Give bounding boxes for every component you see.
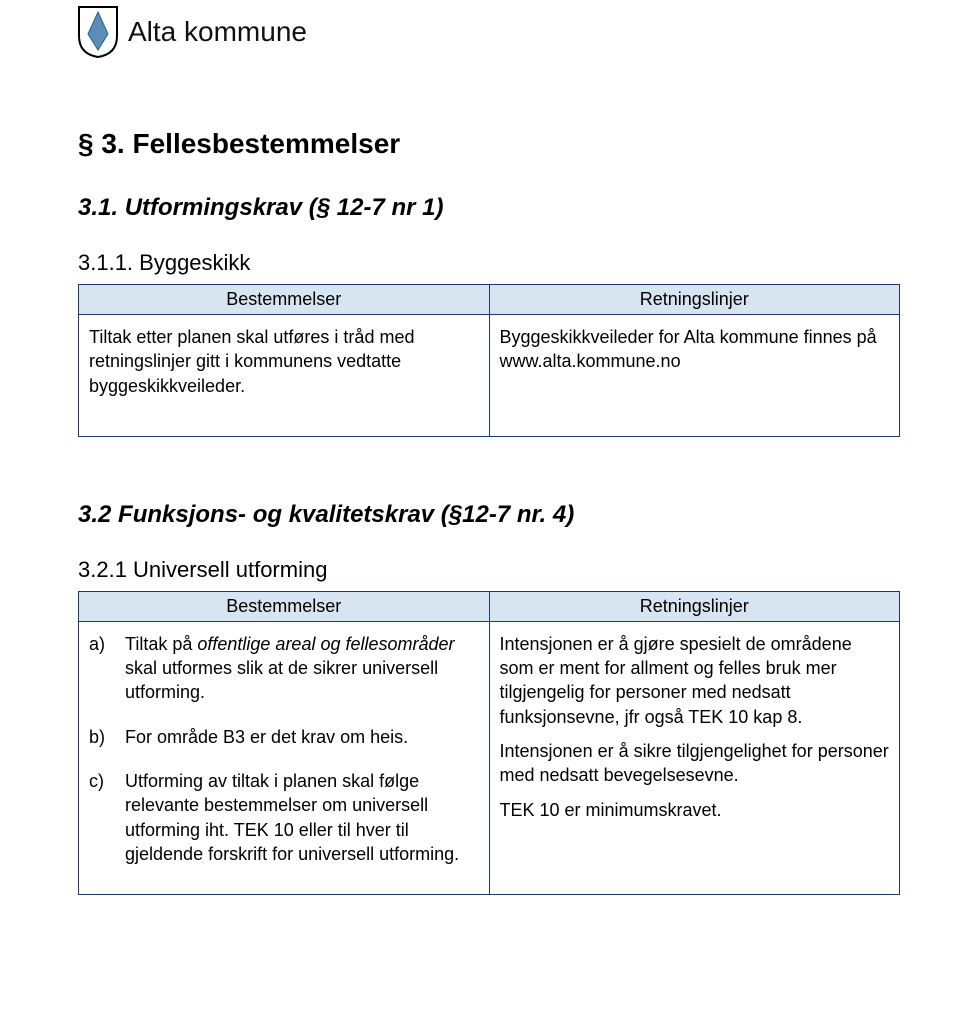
list-item-body: For område B3 er det krav om heis. bbox=[125, 725, 479, 749]
table-header-retningslinjer: Retningslinjer bbox=[489, 591, 900, 621]
body-text: TEK 10 er minimumskravet. bbox=[500, 798, 890, 822]
heading-3-2-1: 3.2.1 Universell utforming bbox=[78, 557, 900, 583]
cell-bestemmelser: a) Tiltak på offentlige areal og felleso… bbox=[79, 621, 490, 894]
table-header-bestemmelser: Bestemmelser bbox=[79, 591, 490, 621]
table-3-2-1: Bestemmelser Retningslinjer a) Tiltak på… bbox=[78, 591, 900, 895]
heading-3-1: 3.1. Utformingskrav (§ 12-7 nr 1) bbox=[78, 194, 900, 222]
text-run: skal utformes slik at de sikrer universe… bbox=[125, 658, 438, 702]
cell-retningslinjer: Intensjonen er å gjøre spesielt de områd… bbox=[489, 621, 900, 894]
body-text: Intensjonen er å gjøre spesielt de områd… bbox=[500, 632, 890, 729]
text-run: For område B3 er det krav om heis. bbox=[125, 727, 408, 747]
municipality-shield-icon bbox=[78, 6, 118, 58]
text-run: Utforming av tiltak i planen skal følge … bbox=[125, 771, 459, 864]
list-item: c) Utforming av tiltak i planen skal føl… bbox=[89, 769, 479, 866]
cell-bestemmelser: Tiltak etter planen skal utføres i tråd … bbox=[79, 315, 490, 437]
body-text: Intensjonen er å sikre tilgjengelighet f… bbox=[500, 739, 890, 788]
brand-name: Alta kommune bbox=[128, 16, 307, 48]
list-item-body: Tiltak på offentlige areal og fellesområ… bbox=[125, 632, 479, 705]
list-item-body: Utforming av tiltak i planen skal følge … bbox=[125, 769, 479, 866]
list-item: a) Tiltak på offentlige areal og felleso… bbox=[89, 632, 479, 705]
text-run-italic: offentlige areal og fellesområder bbox=[197, 634, 454, 654]
list-marker: a) bbox=[89, 632, 113, 705]
table-row: Tiltak etter planen skal utføres i tråd … bbox=[79, 315, 900, 437]
table-row: a) Tiltak på offentlige areal og felleso… bbox=[79, 621, 900, 894]
heading-3-2: 3.2 Funksjons- og kvalitetskrav (§12-7 n… bbox=[78, 501, 900, 529]
text-run: Tiltak på bbox=[125, 634, 197, 654]
list-marker: b) bbox=[89, 725, 113, 749]
heading-3-1-1: 3.1.1. Byggeskikk bbox=[78, 250, 900, 276]
heading-chapter: § 3. Fellesbestemmelser bbox=[78, 128, 900, 160]
list-item: b) For område B3 er det krav om heis. bbox=[89, 725, 479, 749]
table-3-1-1: Bestemmelser Retningslinjer Tiltak etter… bbox=[78, 284, 900, 437]
table-header-bestemmelser: Bestemmelser bbox=[79, 285, 490, 315]
cell-retningslinjer: Byggeskikkveileder for Alta kommune finn… bbox=[489, 315, 900, 437]
section-3-1: 3.1. Utformingskrav (§ 12-7 nr 1) 3.1.1.… bbox=[78, 194, 900, 437]
document-page: Alta kommune § 3. Fellesbestemmelser 3.1… bbox=[0, 0, 960, 1019]
list-marker: c) bbox=[89, 769, 113, 866]
letterhead: Alta kommune bbox=[78, 6, 900, 58]
body-text: Tiltak etter planen skal utføres i tråd … bbox=[89, 325, 479, 398]
body-text: Byggeskikkveileder for Alta kommune finn… bbox=[500, 325, 890, 374]
section-3-2: 3.2 Funksjons- og kvalitetskrav (§12-7 n… bbox=[78, 501, 900, 895]
ordered-list: a) Tiltak på offentlige areal og felleso… bbox=[89, 632, 479, 866]
table-header-retningslinjer: Retningslinjer bbox=[489, 285, 900, 315]
